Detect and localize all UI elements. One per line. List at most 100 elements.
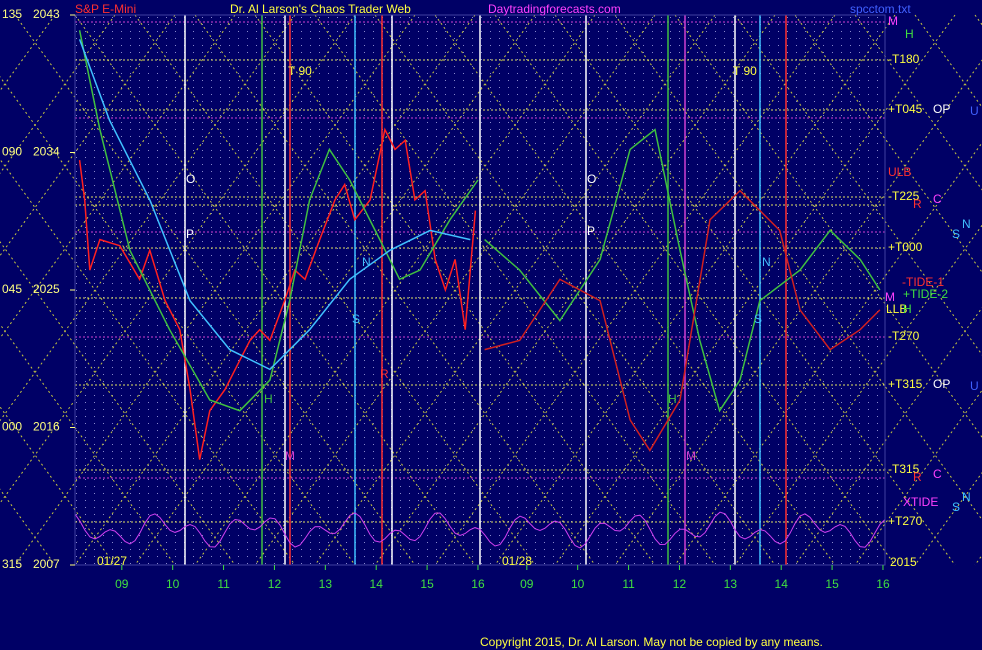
- annotation: P: [186, 227, 194, 241]
- right-label: C: [933, 192, 942, 206]
- lattice-line: [494, 14, 896, 566]
- angle-label: 135: [2, 7, 22, 21]
- series-line: [484, 128, 881, 413]
- x-tick-label: 14: [775, 577, 789, 591]
- lattice-line: [0, 14, 296, 422]
- x-tick-label: 16: [471, 577, 485, 591]
- annotation: M: [686, 449, 696, 463]
- annotation: T 90: [733, 64, 757, 78]
- right-label: S: [952, 500, 960, 514]
- right-label: N: [962, 217, 971, 231]
- y-tick-label: 2016: [33, 420, 60, 434]
- right-label: -T225: [888, 189, 920, 203]
- y-tick-label: 2007: [33, 557, 60, 571]
- right-label: LLB: [886, 302, 907, 316]
- lattice-line: [374, 14, 776, 566]
- lattice-line: [0, 14, 236, 339]
- lattice-line: [614, 59, 982, 566]
- annotation: N: [762, 255, 771, 269]
- angle-label: 315: [2, 557, 22, 571]
- right-label: H: [903, 302, 912, 316]
- right-label: ULB: [888, 165, 911, 179]
- oscillator: [74, 511, 886, 549]
- right-label: XTIDE: [903, 495, 938, 509]
- x-tick-label: 10: [166, 577, 180, 591]
- x-tick-label: 16: [876, 577, 890, 591]
- annotation: P: [587, 224, 595, 238]
- right-label: -TIDE-1: [902, 275, 944, 289]
- copyright: Copyright 2015, Dr. Al Larson. May not b…: [480, 635, 823, 649]
- lattice-line: [0, 406, 116, 566]
- right-label: R: [913, 197, 922, 211]
- lattice-line: [0, 323, 176, 566]
- series-line: [484, 189, 881, 452]
- right-label: -T270: [888, 329, 920, 343]
- right-label: S: [952, 227, 960, 241]
- right-label: +T045: [888, 102, 923, 116]
- right-label: R: [913, 470, 922, 484]
- right-label: +T270: [888, 514, 923, 528]
- right-label: -T315: [888, 462, 920, 476]
- right-label: M: [888, 14, 898, 28]
- y-tick-label: 2034: [33, 145, 60, 159]
- series-line: [78, 39, 471, 371]
- lattice-line: [0, 14, 356, 504]
- x-tick-label: 09: [520, 577, 534, 591]
- right-label: +T000: [888, 240, 923, 254]
- lattice-line: [134, 14, 536, 566]
- date-label: 01/28: [502, 554, 532, 568]
- date-label: 01/27: [97, 554, 127, 568]
- right-label: +TIDE-2: [903, 287, 948, 301]
- right-label: OP: [933, 102, 950, 116]
- right-label: C: [933, 467, 942, 481]
- x-tick-label: 09: [115, 577, 129, 591]
- annotation: S: [352, 312, 360, 326]
- y-tick-label: 2043: [33, 7, 60, 21]
- header-text: Daytradingforecasts.com: [488, 2, 621, 16]
- lattice-line: [554, 14, 956, 566]
- annotation: O: [186, 172, 195, 186]
- x-tick-label: 13: [319, 577, 333, 591]
- header-text: S&P E-Mini: [75, 2, 136, 16]
- lattice-line: [74, 14, 476, 566]
- lattice-line: [434, 14, 836, 566]
- x-tick-label: 14: [370, 577, 384, 591]
- annotation: N: [362, 255, 371, 269]
- right-label: -T180: [888, 52, 920, 66]
- annotation: R: [380, 367, 389, 381]
- right-label: U: [970, 104, 979, 118]
- lattice-line: [734, 224, 982, 566]
- angle-label: 090: [2, 145, 22, 159]
- series-line: [78, 30, 479, 412]
- x-tick-label: 12: [268, 577, 282, 591]
- right-label: H: [905, 27, 914, 41]
- lattice-line: [854, 389, 982, 566]
- right-label: U: [970, 379, 979, 393]
- annotation: M: [285, 449, 295, 463]
- annotation: H: [668, 392, 677, 406]
- angle-label: 045: [2, 282, 22, 296]
- x-tick-label: 11: [217, 577, 230, 591]
- decoration: [0, 14, 982, 566]
- annotation: S: [754, 312, 762, 326]
- angle-label: 000: [2, 420, 22, 434]
- right-label: 2015: [890, 555, 917, 569]
- lattice-line: [674, 142, 982, 566]
- x-tick-label: 12: [673, 577, 687, 591]
- right-label: +T315: [888, 377, 923, 391]
- y-tick-label: 2025: [33, 282, 60, 296]
- right-label: M: [885, 290, 895, 304]
- right-label: N: [962, 490, 971, 504]
- x-tick-label: 15: [825, 577, 839, 591]
- x-tick-label: 13: [724, 577, 738, 591]
- x-tick-label: 11: [622, 577, 635, 591]
- annotation: H: [264, 392, 273, 406]
- x-tick-label: 15: [420, 577, 434, 591]
- lattice-line: [254, 14, 656, 566]
- lattice-line: [794, 307, 982, 566]
- header-text: Dr. Al Larson's Chaos Trader Web: [230, 2, 411, 16]
- annotation: T 90: [288, 64, 312, 78]
- lattice-line: [14, 14, 416, 566]
